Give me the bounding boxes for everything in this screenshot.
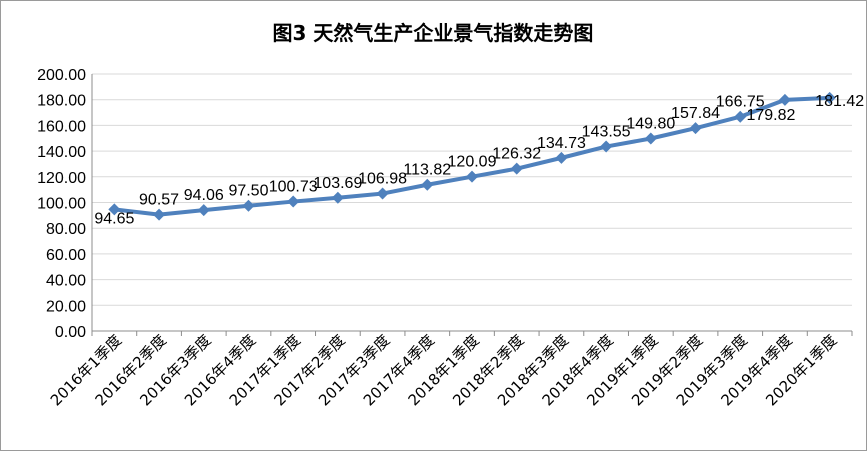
data-label: 94.65 (94, 210, 134, 227)
data-point (376, 187, 389, 200)
gridlines (92, 73, 852, 306)
data-point (644, 132, 657, 145)
data-label: 100.73 (269, 179, 318, 196)
data-point (242, 199, 255, 212)
y-tick-label: 120.00 (37, 170, 86, 187)
data-point (108, 203, 121, 216)
data-label: 179.82 (746, 107, 795, 124)
data-label: 143.55 (582, 124, 631, 141)
data-point (778, 93, 791, 106)
data-point (823, 91, 836, 104)
data-label: 113.82 (403, 162, 451, 179)
axes (91, 74, 853, 336)
data-point (689, 122, 702, 135)
data-label: 157.84 (671, 105, 720, 122)
y-tick-labels: 0.00 20.00 40.00 60.00 80.00 100.00 120.00 140.… (37, 67, 86, 341)
y-tick-label: 40.00 (46, 273, 86, 290)
data-point (287, 195, 300, 208)
y-tick-label: 100.00 (37, 196, 86, 213)
data-point (197, 204, 210, 217)
data-point (510, 162, 523, 175)
data-label: 126.32 (492, 146, 541, 163)
y-tick-label: 80.00 (46, 221, 86, 238)
data-point (600, 140, 613, 153)
data-point (555, 151, 568, 164)
data-point (153, 208, 166, 221)
data-point (466, 170, 478, 183)
data-labels: 94.65 90.57 94.06 97.50 100.73103.69106.9811… (94, 93, 864, 227)
data-label: 97.50 (228, 183, 268, 200)
data-label: 166.75 (716, 94, 765, 111)
y-tick-label: 180.00 (37, 93, 86, 110)
data-label: 149.80 (626, 116, 675, 133)
data-label: 94.06 (184, 187, 224, 204)
data-label: 90.57 (139, 192, 179, 209)
data-label: 134.73 (537, 135, 586, 152)
y-tick-label: 200.00 (37, 67, 86, 84)
series (108, 91, 836, 221)
data-point (734, 110, 747, 123)
data-label: 103.69 (313, 175, 362, 192)
y-tick-label: 0.00 (55, 324, 86, 341)
chart-title: 图3 天然气生产企业景气指数走势图 (273, 21, 594, 45)
y-tick-label: 160.00 (37, 118, 86, 135)
y-tick-label: 60.00 (46, 247, 86, 264)
data-point (421, 178, 434, 191)
data-point (331, 191, 344, 204)
data-label: 106.98 (358, 171, 407, 188)
y-tick-label: 140.00 (37, 144, 86, 161)
data-label: 181.42 (815, 93, 864, 110)
y-tick-label: 20.00 (46, 298, 86, 315)
x-tick-labels: 2016年1季度2016年2季度2016年3季度2016年4季度2017年1季度… (47, 331, 841, 409)
data-label: 120.09 (448, 154, 497, 171)
